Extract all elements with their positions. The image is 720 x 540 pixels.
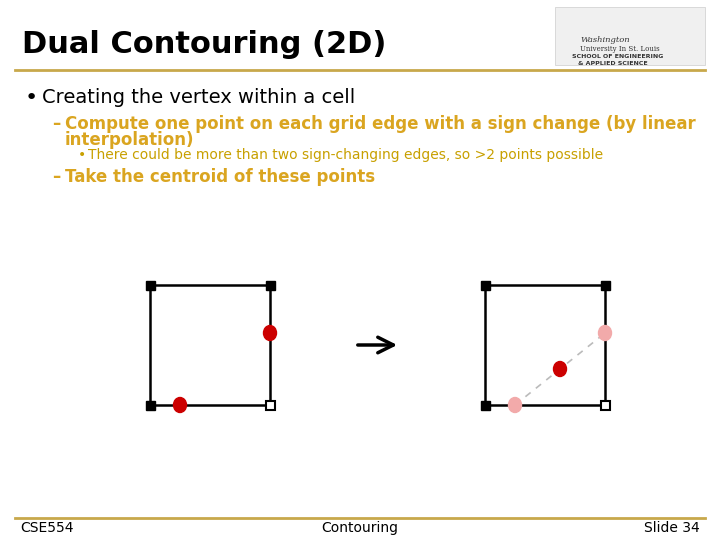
Text: Creating the vertex within a cell: Creating the vertex within a cell — [42, 88, 355, 107]
Text: –: – — [52, 168, 60, 186]
Text: Slide 34: Slide 34 — [644, 521, 700, 535]
Bar — [480, 280, 490, 289]
Text: & APPLIED SCIENCE: & APPLIED SCIENCE — [578, 61, 647, 66]
Text: Take the centroid of these points: Take the centroid of these points — [65, 168, 375, 186]
Text: Dual Contouring (2D): Dual Contouring (2D) — [22, 30, 387, 59]
Ellipse shape — [554, 361, 567, 376]
Text: •: • — [78, 148, 86, 162]
Text: Contouring: Contouring — [322, 521, 398, 535]
Ellipse shape — [174, 397, 186, 413]
Text: CSE554: CSE554 — [20, 521, 73, 535]
Bar — [600, 280, 610, 289]
Bar — [555, 7, 705, 65]
Text: University In St. Louis: University In St. Louis — [580, 45, 660, 53]
Text: –: – — [52, 115, 60, 133]
Text: Washington: Washington — [580, 36, 629, 44]
Ellipse shape — [264, 326, 276, 341]
Bar — [145, 280, 155, 289]
Text: interpolation): interpolation) — [65, 131, 194, 149]
Bar — [266, 280, 274, 289]
Bar — [480, 401, 490, 409]
Text: •: • — [25, 88, 38, 108]
Bar — [600, 401, 610, 409]
Text: Compute one point on each grid edge with a sign change (by linear: Compute one point on each grid edge with… — [65, 115, 696, 133]
Bar — [266, 401, 274, 409]
Bar — [145, 401, 155, 409]
Text: There could be more than two sign-changing edges, so >2 points possible: There could be more than two sign-changi… — [88, 148, 603, 162]
Text: SCHOOL OF ENGINEERING: SCHOOL OF ENGINEERING — [572, 54, 663, 59]
Ellipse shape — [508, 397, 521, 413]
Ellipse shape — [598, 326, 611, 341]
